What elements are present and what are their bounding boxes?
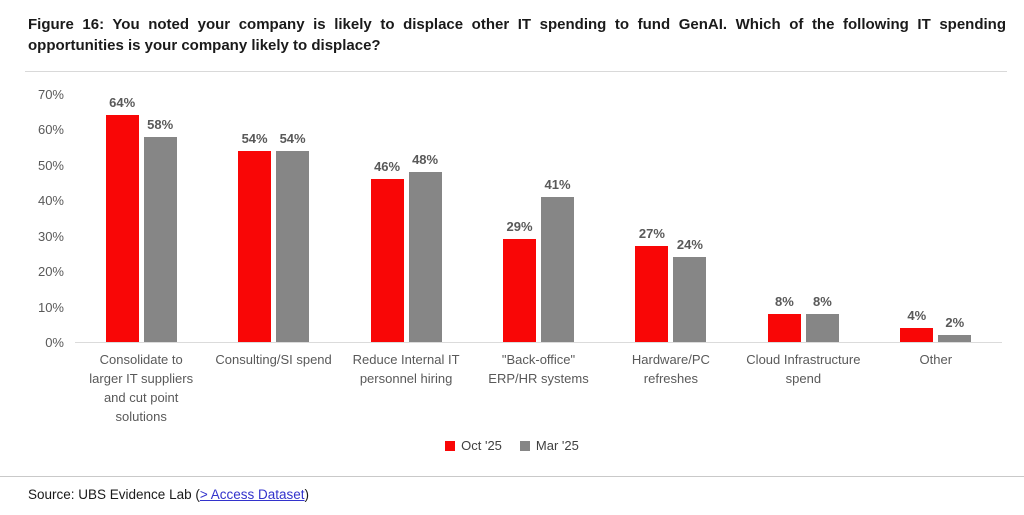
value-label-mar-25-consulting-si-spend: 54%: [279, 131, 306, 146]
value-label-mar-25-back-office-erp-hr-syste: 41%: [544, 177, 571, 192]
source-text-suffix: ): [304, 487, 310, 502]
figure-title: Figure 16: You noted your company is lik…: [28, 16, 1006, 54]
plot-area: 64% 58% Consolidate to larger IT suppliers a…: [75, 95, 1002, 424]
access-dataset-link[interactable]: > Access Dataset: [199, 487, 305, 502]
value-label-oct-25-reduce-internal-it-perso: 46%: [374, 159, 401, 174]
legend-swatch-oct-25: [445, 440, 456, 451]
y-axis-tick-30: 30%: [37, 228, 64, 244]
bar-mar-25-other: [938, 335, 972, 342]
y-axis-tick-40: 40%: [37, 193, 64, 209]
bar-mar-25-consolidate-to-larger-it: [143, 137, 177, 342]
value-label-oct-25-consolidate-to-larger-it: 64%: [109, 95, 136, 110]
bar-oct-25-back-office-erp-hr-syste: [503, 239, 536, 342]
legend-label-mar-25: Mar '25: [535, 438, 579, 453]
value-label-mar-25-consolidate-to-larger-it: 58%: [147, 117, 174, 132]
bar-oct-25-consulting-si-spend: [238, 151, 272, 342]
y-axis-tick-50: 50%: [37, 157, 64, 173]
bar-oct-25-hardware-pc-refreshes: [635, 246, 669, 342]
bar-oct-25-consolidate-to-larger-it: [105, 115, 139, 342]
category-label-other: Other: [919, 352, 953, 367]
bar-mar-25-consulting-si-spend: [276, 151, 310, 342]
bar-mar-25-cloud-infrastructure-spe: [805, 314, 839, 342]
y-axis-tick-70: 70%: [37, 87, 64, 102]
bar-mar-25-hardware-pc-refreshes: [673, 257, 707, 342]
value-label-mar-25-hardware-pc-refreshes: 24%: [676, 237, 703, 252]
value-label-mar-25-other: 2%: [945, 315, 965, 330]
category-label-consolidate-to-larger-it: Consolidate to larger IT suppliers and cut…: [89, 352, 194, 424]
value-label-oct-25-other: 4%: [907, 308, 927, 323]
y-axis-tick-20: 20%: [37, 264, 64, 280]
bar-mar-25-back-office-erp-hr-syste: [541, 197, 574, 342]
value-label-mar-25-cloud-infrastructure-spe: 8%: [812, 294, 832, 309]
category-label-cloud-infrastructure-spe: Cloud Infrastructure spend: [746, 352, 861, 386]
title-separator: [25, 71, 1007, 72]
value-label-oct-25-cloud-infrastructure-spe: 8%: [774, 294, 794, 309]
footer-separator: [0, 476, 1024, 477]
bar-oct-25-reduce-internal-it-perso: [370, 179, 404, 342]
bar-mar-25-reduce-internal-it-perso: [408, 172, 442, 342]
y-axis-tick-0: 0%: [45, 335, 64, 350]
value-label-oct-25-back-office-erp-hr-syste: 29%: [506, 219, 533, 234]
category-label-consulting-si-spend: Consulting/SI spend: [215, 352, 332, 367]
legend-swatch-mar-25: [519, 440, 530, 451]
source-text: Source: UBS Evidence Lab (: [28, 487, 200, 502]
legend-item-oct-25: Oct '25: [445, 438, 502, 453]
y-axis-tick-10: 10%: [37, 299, 64, 315]
bar-chart: 0% 10% 20% 30% 40% 50% 60% 70% 64% 58% Consolidat…: [0, 80, 1024, 430]
category-label-reduce-internal-it-perso: Reduce Internal IT personnel hiring: [352, 352, 460, 386]
value-label-oct-25-consulting-si-spend: 54%: [241, 131, 268, 146]
bar-oct-25-cloud-infrastructure-spe: [767, 314, 801, 342]
legend-label-oct-25: Oct '25: [461, 438, 502, 453]
category-label-back-office-erp-hr-syste: "Back-office" ERP/HR systems: [488, 352, 589, 386]
source-line: Source: UBS Evidence Lab (> Access Datas…: [28, 487, 309, 502]
value-label-mar-25-reduce-internal-it-perso: 48%: [412, 152, 439, 167]
y-axis-tick-60: 60%: [37, 122, 64, 138]
bar-oct-25-other: [900, 328, 934, 342]
category-label-hardware-pc-refreshes: Hardware/PC refreshes: [631, 352, 710, 386]
value-label-oct-25-hardware-pc-refreshes: 27%: [638, 226, 665, 241]
legend-item-mar-25: Mar '25: [519, 438, 579, 453]
chart-legend: Oct '25 Mar '25: [0, 438, 1024, 453]
